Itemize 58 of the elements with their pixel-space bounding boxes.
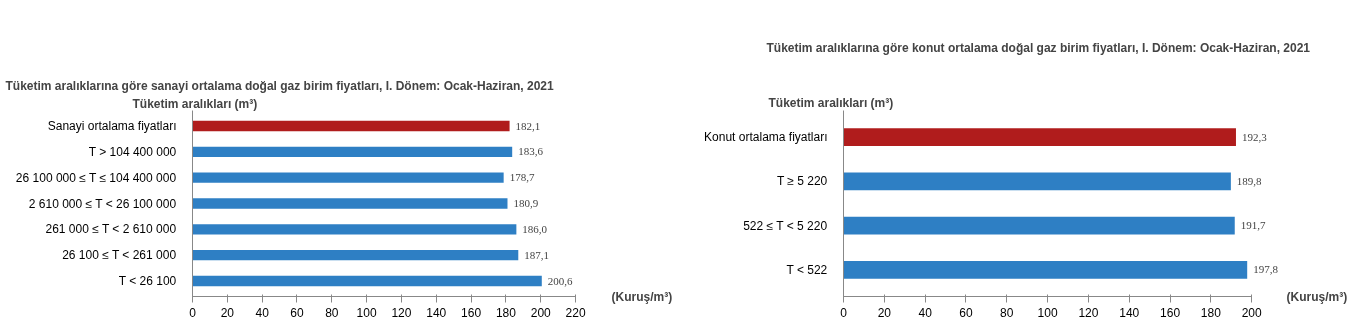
x-tick-label: 140 xyxy=(426,305,447,320)
x-tick-label: 60 xyxy=(290,305,304,320)
chart-title: Tüketim aralıklarına göre sanayi ortalama doğal gaz birim fiyatları, I. Dönem: Ocak-Haziran, 2021 xyxy=(5,78,555,93)
x-tick-label: 100 xyxy=(356,305,377,320)
x-tick-label: 40 xyxy=(918,305,933,320)
y-tick-label: 26 100 000 ≤ T ≤ 104 400 000 xyxy=(15,170,177,185)
data-label: 187,1 xyxy=(524,248,550,261)
data-label: 200,6 xyxy=(547,274,574,287)
data-label: 192,3 xyxy=(1241,130,1268,143)
x-tick-label: 80 xyxy=(1000,305,1014,320)
x-axis-title: (Kuruş/m³) xyxy=(1286,289,1348,304)
y-tick-label: T < 522 xyxy=(786,262,828,277)
y-tick-label: 261 000 ≤ T < 2 610 000 xyxy=(45,222,177,237)
x-tick-label: 60 xyxy=(959,305,973,320)
bar xyxy=(192,172,504,183)
bar xyxy=(192,275,542,287)
x-tick-label: 160 xyxy=(1160,305,1181,320)
x-tick-label: 160 xyxy=(461,305,482,320)
data-label: 189,8 xyxy=(1236,174,1263,187)
data-label: 180,9 xyxy=(513,197,539,209)
x-tick-label: 40 xyxy=(255,305,270,320)
data-label: 178,7 xyxy=(509,171,535,184)
chart-title: Tüketim aralıklarına göre konut ortalama doğal gaz birim fiyatları, I. Dönem: Ocak-Haziran, 2021 xyxy=(766,40,1311,55)
x-tick-label: 0 xyxy=(189,305,197,320)
x-tick-label: 120 xyxy=(1078,305,1099,320)
x-tick-label: 0 xyxy=(840,305,848,320)
bar xyxy=(192,198,508,209)
data-label: 186,0 xyxy=(522,222,548,235)
x-tick-label: 20 xyxy=(877,305,892,320)
y-tick-label: T ≥ 5 220 xyxy=(776,174,828,189)
y-tick-label: Konut ortalama fiyatları xyxy=(704,130,828,145)
x-axis-title: (Kuruş/m³) xyxy=(611,289,673,304)
data-label: 191,7 xyxy=(1240,219,1266,232)
bar xyxy=(192,120,510,132)
x-tick-label: 180 xyxy=(1200,305,1222,320)
x-tick-label: 100 xyxy=(1037,305,1058,320)
y-tick-label: T < 26 100 xyxy=(118,274,177,288)
y-tick-label: Sanayi ortalama fiyatları xyxy=(47,119,177,133)
bar xyxy=(192,146,513,157)
x-tick-label: 200 xyxy=(1241,305,1263,320)
x-tick-label: 220 xyxy=(565,305,586,320)
data-label: 183,6 xyxy=(518,145,544,158)
bar xyxy=(192,224,517,235)
x-tick-label: 180 xyxy=(495,305,517,320)
x-tick-label: 140 xyxy=(1119,305,1140,320)
data-label: 182,1 xyxy=(515,119,541,132)
x-tick-label: 200 xyxy=(530,305,552,320)
data-label: 197,8 xyxy=(1253,263,1279,276)
bar xyxy=(192,250,519,261)
y-axis-title: Tüketim aralıkları (m³) xyxy=(768,95,894,110)
y-tick-label: T > 104 400 000 xyxy=(88,144,177,159)
y-tick-label: 522 ≤ T < 5 220 xyxy=(743,218,828,233)
x-tick-label: 120 xyxy=(391,305,412,320)
x-tick-label: 20 xyxy=(220,305,235,320)
y-tick-label: 2 610 000 ≤ T < 26 100 000 xyxy=(28,196,177,211)
x-tick-label: 80 xyxy=(325,305,339,320)
y-axis-title: Tüketim aralıkları (m³) xyxy=(132,96,258,111)
y-tick-label: 26 100 ≤ T < 261 000 xyxy=(62,248,177,263)
